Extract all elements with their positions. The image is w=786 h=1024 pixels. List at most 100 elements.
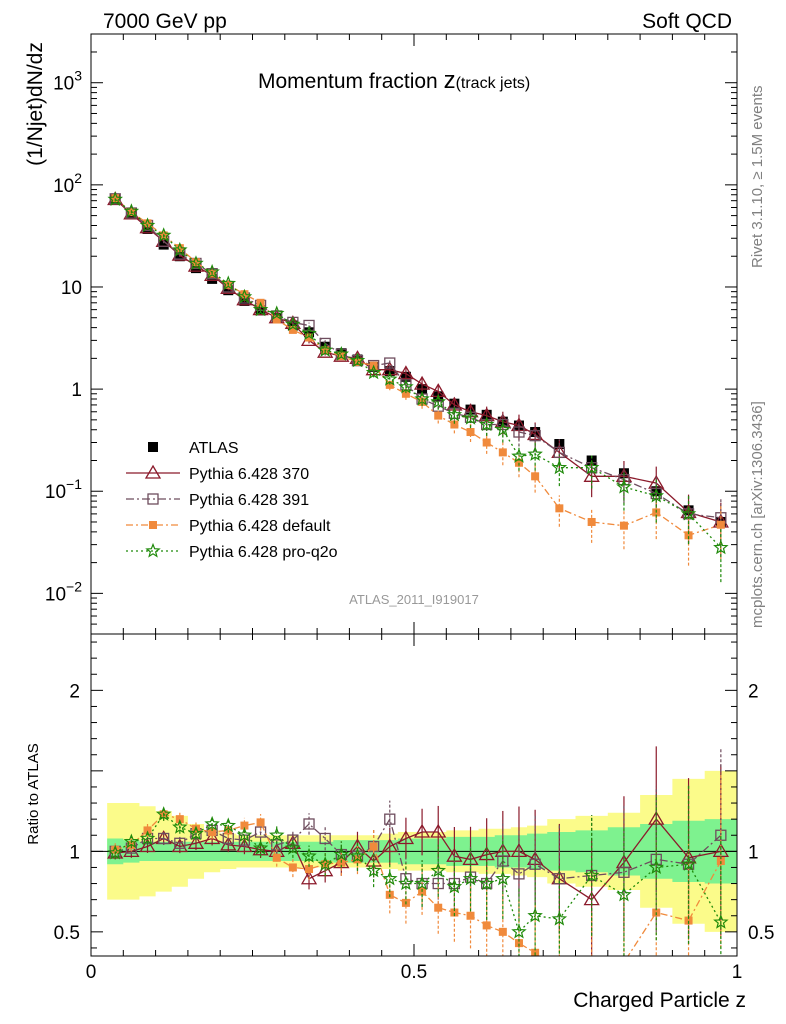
data-point <box>531 472 540 481</box>
data-point <box>123 833 140 849</box>
data-point <box>434 411 443 420</box>
data-point <box>158 832 170 845</box>
data-point <box>349 848 366 863</box>
legend-marker <box>148 442 158 452</box>
legend-marker <box>149 521 157 529</box>
data-point <box>174 837 186 849</box>
data-point <box>478 875 495 891</box>
data-point <box>172 819 188 834</box>
data-point <box>713 914 729 929</box>
data-point <box>381 838 398 853</box>
data-point <box>616 478 632 494</box>
data-point <box>587 517 596 526</box>
data-point <box>365 862 382 878</box>
y-tick-label: 1 <box>69 842 80 863</box>
data-point <box>240 290 249 299</box>
data-point <box>303 818 315 830</box>
legend-entry: Pythia 6.428 370 <box>126 464 309 483</box>
data-point <box>397 365 415 380</box>
data-point <box>680 505 697 521</box>
data-point <box>188 255 204 271</box>
data-point <box>155 227 172 242</box>
y-tick-label: 10−2 <box>45 578 82 605</box>
data-point <box>583 867 600 883</box>
data-point <box>139 830 156 846</box>
data-point <box>317 856 333 871</box>
data-point <box>111 194 120 203</box>
data-point <box>511 923 527 939</box>
panel-title: Momentum fraction z(track jets) <box>258 67 530 94</box>
ratio-uncertainty-bands <box>91 770 737 932</box>
data-point <box>466 428 475 437</box>
data-point <box>365 364 382 380</box>
header-left: 7000 GeV pp <box>103 10 227 33</box>
y-tick-label: 103 <box>53 68 82 95</box>
data-point <box>172 241 188 257</box>
header-right: Soft QCD <box>642 10 732 33</box>
data-point <box>353 357 362 366</box>
lower-y-axis-label: Ratio to ATLAS <box>25 743 42 844</box>
data-point <box>236 288 253 304</box>
ratio-panel-series <box>107 746 729 979</box>
data-point <box>303 319 315 332</box>
data-point <box>382 870 398 886</box>
series-3 <box>111 194 725 566</box>
data-point <box>555 971 563 979</box>
side-note-mcplots: mcplots.cern.ch [arXiv:1306.3436] <box>749 401 766 628</box>
data-point <box>513 426 525 438</box>
y-tick-label-right: 2 <box>748 681 759 702</box>
data-point <box>466 911 475 920</box>
data-point <box>716 857 725 866</box>
data-point <box>240 821 249 830</box>
data-point <box>171 838 188 853</box>
data-point <box>349 352 366 368</box>
data-point <box>191 258 200 267</box>
data-point <box>252 839 269 855</box>
legend-label: Pythia 6.428 pro-q2o <box>189 544 338 561</box>
data-point <box>648 859 665 875</box>
data-point <box>513 868 525 880</box>
data-point <box>305 865 314 874</box>
data-point <box>139 217 156 233</box>
data-point <box>256 818 265 827</box>
data-point <box>397 830 415 845</box>
data-point <box>529 430 541 442</box>
legend-label: ATLAS <box>189 440 239 457</box>
data-point <box>268 305 285 321</box>
data-point <box>498 927 507 936</box>
data-point <box>188 825 204 841</box>
legend-entry: Pythia 6.428 391 <box>126 492 309 509</box>
data-point <box>527 446 543 461</box>
data-point <box>716 520 725 529</box>
data-point <box>187 835 205 849</box>
legend-marker <box>145 542 161 558</box>
data-point <box>588 968 596 976</box>
data-point <box>319 832 331 845</box>
data-point <box>384 813 396 825</box>
upper-panel-frame <box>90 33 738 635</box>
data-point <box>462 409 479 425</box>
data-point <box>555 504 564 513</box>
legend-entry: Pythia 6.428 pro-q2o <box>126 542 338 561</box>
legend-marker <box>144 464 162 479</box>
data-point <box>203 830 221 845</box>
data-point <box>158 239 169 250</box>
data-point <box>139 838 156 853</box>
data-point <box>305 333 314 342</box>
data-point <box>123 843 140 857</box>
data-point <box>414 875 430 891</box>
data-point <box>204 815 220 831</box>
data-point <box>684 916 693 925</box>
data-point <box>384 357 396 369</box>
data-point <box>285 839 301 855</box>
data-point <box>430 393 446 409</box>
data-point <box>551 910 568 926</box>
data-point <box>208 828 217 837</box>
series-line <box>114 198 721 519</box>
data-point <box>551 459 568 475</box>
data-point <box>175 244 184 253</box>
data-point <box>462 870 479 886</box>
axis-ticks <box>90 33 738 956</box>
data-point <box>497 418 509 431</box>
